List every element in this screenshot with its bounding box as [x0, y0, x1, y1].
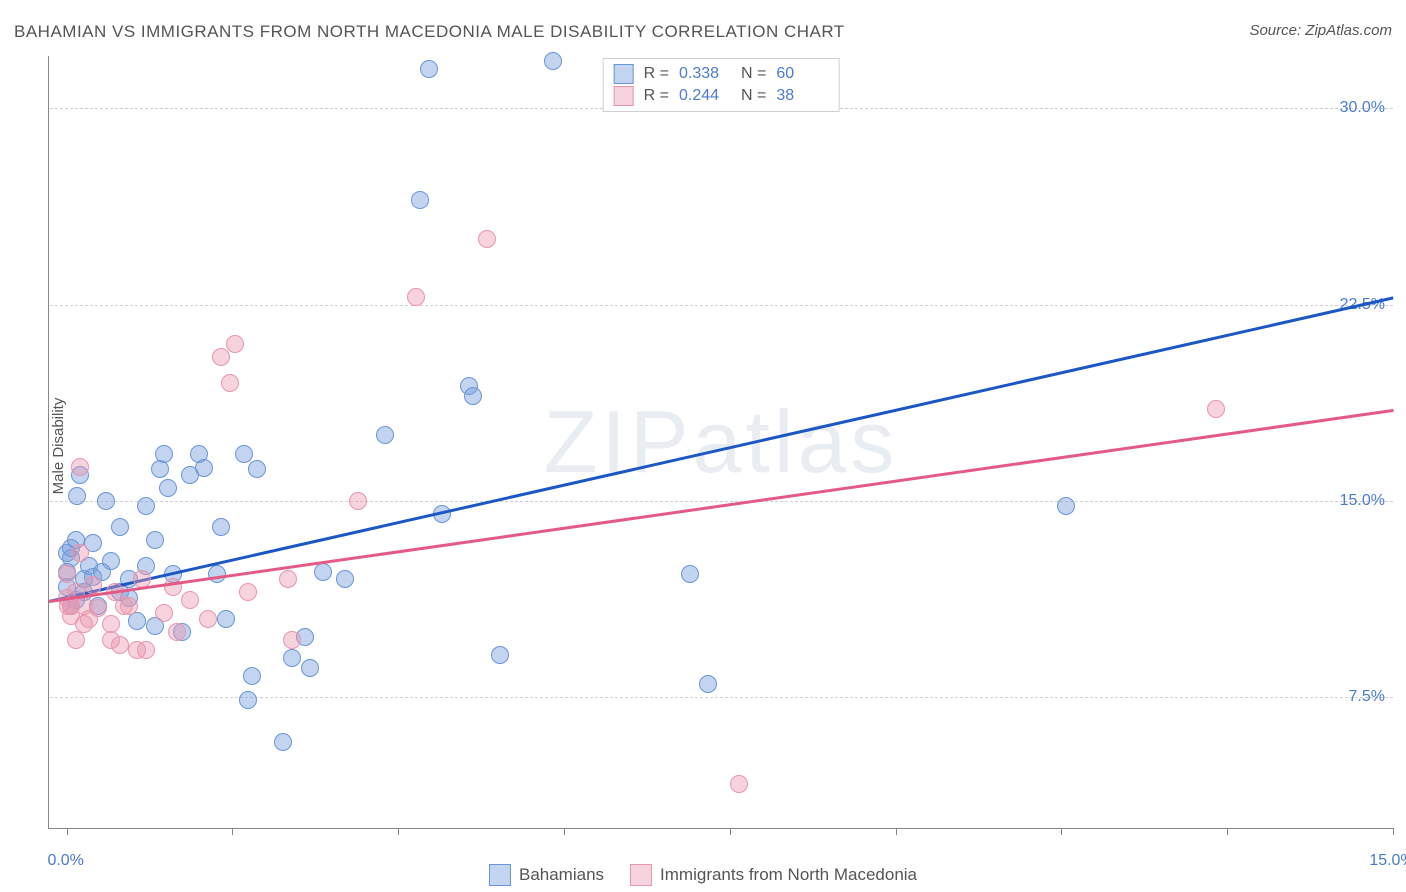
- data-point: [155, 445, 173, 463]
- data-point: [235, 445, 253, 463]
- stat-swatch-icon: [614, 64, 634, 84]
- data-point: [730, 775, 748, 793]
- legend-label: Immigrants from North Macedonia: [660, 865, 917, 885]
- data-point: [283, 649, 301, 667]
- data-point: [128, 612, 146, 630]
- stat-n-value: 60: [776, 65, 828, 83]
- x-tick: [232, 828, 233, 835]
- legend-swatch-icon: [630, 864, 652, 886]
- data-point: [155, 604, 173, 622]
- bottom-legend: Bahamians Immigrants from North Macedoni…: [489, 864, 917, 886]
- legend-swatch-icon: [489, 864, 511, 886]
- x-tick: [67, 828, 68, 835]
- stat-r-value: 0.244: [679, 87, 731, 105]
- data-point: [420, 60, 438, 78]
- x-tick-label: 15.0%: [1369, 852, 1406, 870]
- x-tick: [1227, 828, 1228, 835]
- data-point: [58, 565, 76, 583]
- x-tick: [730, 828, 731, 835]
- y-tick-label: 15.0%: [1340, 492, 1385, 510]
- data-point: [217, 610, 235, 628]
- y-tick-label: 30.0%: [1340, 99, 1385, 117]
- stat-box: R = 0.338 N = 60 R = 0.244 N = 38: [603, 58, 840, 112]
- y-tick-label: 7.5%: [1349, 688, 1385, 706]
- data-point: [336, 570, 354, 588]
- data-point: [111, 636, 129, 654]
- legend-label: Bahamians: [519, 865, 604, 885]
- gridline: [50, 305, 1393, 306]
- data-point: [195, 459, 213, 477]
- x-tick: [1393, 828, 1394, 835]
- data-point: [349, 492, 367, 510]
- data-point: [1207, 400, 1225, 418]
- chart-title: BAHAMIAN VS IMMIGRANTS FROM NORTH MACEDO…: [14, 22, 845, 42]
- data-point: [151, 460, 169, 478]
- data-point: [279, 570, 297, 588]
- x-tick: [398, 828, 399, 835]
- data-point: [111, 518, 129, 536]
- data-point: [1057, 497, 1075, 515]
- data-point: [301, 659, 319, 677]
- stat-n-label: N =: [741, 65, 766, 83]
- trend-line: [49, 409, 1393, 603]
- data-point: [168, 623, 186, 641]
- data-point: [181, 591, 199, 609]
- data-point: [491, 646, 509, 664]
- gridline: [50, 501, 1393, 502]
- data-point: [226, 335, 244, 353]
- data-point: [71, 458, 89, 476]
- plot-area: ZIPatlas 7.5%15.0%22.5%30.0%R =0.338N =6…: [48, 56, 1393, 829]
- data-point: [699, 675, 717, 693]
- x-tick-label: 0.0%: [47, 852, 83, 870]
- data-point: [102, 615, 120, 633]
- data-point: [274, 733, 292, 751]
- data-point: [464, 387, 482, 405]
- data-point: [102, 552, 120, 570]
- stat-r-label: R =: [644, 87, 669, 105]
- data-point: [376, 426, 394, 444]
- data-point: [120, 597, 138, 615]
- stat-swatch-icon: [614, 86, 634, 106]
- legend-item-bahamians: Bahamians: [489, 864, 604, 886]
- chart-container: BAHAMIAN VS IMMIGRANTS FROM NORTH MACEDO…: [0, 0, 1406, 892]
- stat-n-value: 38: [776, 87, 828, 105]
- data-point: [97, 492, 115, 510]
- stat-row: R = 0.338 N = 60: [614, 63, 829, 85]
- data-point: [243, 667, 261, 685]
- data-point: [146, 531, 164, 549]
- data-point: [283, 631, 301, 649]
- data-point: [239, 583, 257, 601]
- data-point: [248, 460, 266, 478]
- data-point: [68, 487, 86, 505]
- x-tick: [896, 828, 897, 835]
- data-point: [89, 599, 107, 617]
- data-point: [544, 52, 562, 70]
- data-point: [314, 563, 332, 581]
- stat-row: R = 0.244 N = 38: [614, 85, 829, 107]
- data-point: [84, 576, 102, 594]
- data-point: [137, 641, 155, 659]
- data-point: [221, 374, 239, 392]
- source-label: Source: ZipAtlas.com: [1249, 22, 1392, 39]
- legend-item-immigrants: Immigrants from North Macedonia: [630, 864, 917, 886]
- data-point: [681, 565, 699, 583]
- stat-n-label: N =: [741, 87, 766, 105]
- data-point: [159, 479, 177, 497]
- data-point: [212, 518, 230, 536]
- x-tick: [564, 828, 565, 835]
- data-point: [71, 544, 89, 562]
- data-point: [212, 348, 230, 366]
- stat-r-value: 0.338: [679, 65, 731, 83]
- data-point: [199, 610, 217, 628]
- stat-r-label: R =: [644, 65, 669, 83]
- data-point: [411, 191, 429, 209]
- data-point: [407, 288, 425, 306]
- x-tick: [1061, 828, 1062, 835]
- data-point: [478, 230, 496, 248]
- data-point: [67, 631, 85, 649]
- data-point: [137, 497, 155, 515]
- data-point: [239, 691, 257, 709]
